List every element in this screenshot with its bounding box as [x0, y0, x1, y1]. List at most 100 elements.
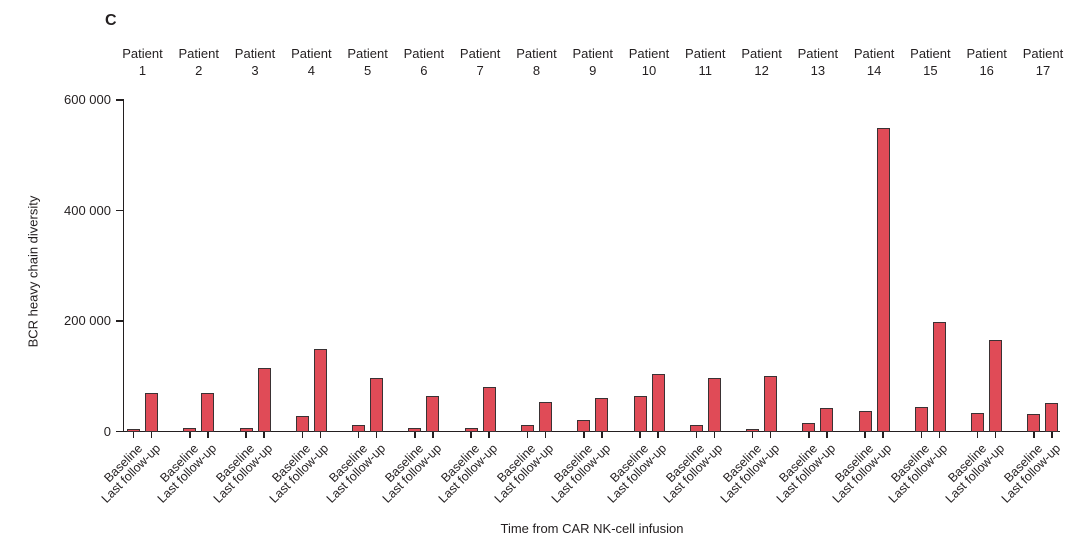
bar-last-follow-up [989, 339, 1003, 433]
patient-column-header: Patient 11 [677, 45, 733, 79]
x-axis-tick [920, 432, 923, 439]
patient-column-header: Patient 5 [340, 45, 396, 79]
x-axis-tick [414, 432, 416, 439]
bar-last-follow-up [313, 348, 327, 433]
x-axis-tick [188, 432, 191, 439]
bar-baseline [858, 410, 872, 433]
patient-column-header: Patient 7 [452, 45, 508, 79]
patient-header-word: Patient [403, 46, 445, 61]
x-axis-tick [245, 432, 247, 439]
bar-last-follow-up [651, 374, 665, 433]
patient-column-header: Patient 8 [508, 45, 564, 79]
patient-header-word: Patient [685, 46, 726, 61]
patient-header-word: Patient [347, 46, 388, 61]
bar-last-follow-up [257, 367, 271, 433]
bar-baseline [183, 427, 197, 433]
patient-column-header: Patient 16 [959, 45, 1015, 79]
patient-column-header: Patient 3 [227, 45, 283, 79]
x-axis-tick [976, 432, 979, 439]
x-axis-tick [769, 432, 772, 439]
x-axis-tick [544, 432, 547, 439]
patient-column-header: Patient 4 [283, 45, 339, 79]
x-axis-tick [319, 432, 322, 439]
patient-column-header: Patient 1 [115, 45, 171, 79]
x-axis-tick [357, 432, 360, 439]
x-axis-tick [375, 432, 378, 439]
bar-last-follow-up [876, 127, 890, 433]
patient-header-word: Patient [741, 46, 782, 61]
patient-header-number: 12 [754, 63, 769, 78]
bar-last-follow-up [932, 322, 946, 433]
y-axis-tick [115, 320, 123, 322]
y-axis-title: BCR heavy chain diversity [25, 195, 41, 348]
patient-column-header: Patient 15 [902, 45, 958, 79]
x-axis-tick [713, 432, 716, 439]
patient-column-header: Patient 17 [1015, 45, 1071, 79]
x-axis-tick [301, 432, 304, 439]
patient-header-number: 10 [641, 63, 657, 78]
bar-baseline [633, 395, 647, 433]
patient-column-header: Patient 2 [171, 45, 227, 79]
bar-baseline [689, 424, 703, 433]
bar-last-follow-up [538, 402, 552, 433]
bar-baseline [127, 428, 140, 433]
patient-header-word: Patient [853, 46, 895, 61]
y-tick-label: 600 000 [64, 92, 111, 107]
patient-header-number: 14 [866, 63, 882, 78]
patient-column-header: Patient 12 [734, 45, 790, 79]
bar-baseline [408, 427, 422, 433]
bar-last-follow-up [145, 392, 158, 433]
x-axis-tick [751, 432, 754, 439]
patient-header-word: Patient [291, 46, 332, 61]
x-axis-tick [132, 432, 135, 439]
patient-column-header: Patient 6 [396, 45, 452, 79]
y-tick-label: 0 [103, 423, 111, 439]
x-axis-tick [639, 432, 641, 439]
patient-column-header: Patient 14 [846, 45, 902, 79]
patient-header-number: 9 [589, 63, 597, 78]
x-axis-tick [994, 432, 997, 439]
patient-header-word: Patient [122, 46, 163, 61]
patient-header-word: Patient [797, 46, 839, 61]
bar-baseline [520, 424, 534, 433]
patient-column-header: Patient 13 [790, 45, 846, 79]
bar-last-follow-up [426, 395, 440, 433]
patient-header-number: 8 [532, 63, 541, 78]
patient-header-number: 4 [307, 63, 315, 78]
panel-label: C [105, 12, 118, 29]
patient-column-header: Patient 9 [565, 45, 621, 79]
y-axis-tick [115, 430, 123, 433]
patient-header-word: Patient [234, 46, 276, 61]
patient-header-number: 11 [698, 63, 713, 78]
patient-header-number: 6 [420, 63, 428, 78]
x-axis-tick [582, 432, 585, 439]
patient-header-word: Patient [966, 46, 1007, 61]
x-axis-tick [1051, 432, 1053, 439]
x-axis-tick [263, 432, 265, 439]
bar-last-follow-up [201, 392, 215, 433]
x-axis-tick [1033, 432, 1035, 439]
patient-header-word: Patient [572, 46, 613, 61]
bar-last-follow-up [1045, 403, 1059, 433]
x-axis-tick [150, 432, 153, 439]
bar-baseline [746, 428, 760, 433]
bar-baseline [295, 416, 309, 433]
x-axis-tick [600, 432, 603, 439]
y-tick-label: 400 000 [64, 202, 111, 218]
x-axis-tick [488, 432, 490, 439]
patient-header-number: 3 [251, 63, 259, 78]
bar-last-follow-up [370, 378, 384, 433]
patient-header-number: 16 [979, 63, 994, 78]
bar-last-follow-up [707, 378, 721, 433]
x-axis-tick [864, 432, 866, 439]
bar-last-follow-up [482, 386, 496, 433]
y-axis-line [122, 99, 125, 433]
bar-last-follow-up [764, 376, 778, 433]
patient-header-number: 7 [476, 63, 484, 78]
bar-baseline [971, 413, 985, 433]
bar-baseline [577, 420, 591, 433]
patient-column-header: Patient 10 [621, 45, 677, 79]
x-axis-tick [882, 432, 884, 439]
x-axis-tick [808, 432, 810, 439]
